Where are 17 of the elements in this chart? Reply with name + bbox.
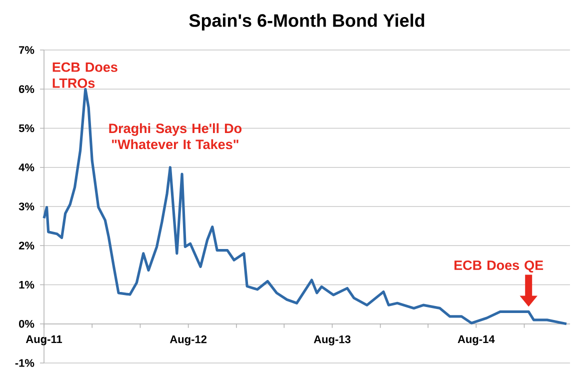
x-tick-label: Aug-11 [26, 335, 62, 346]
y-tick-label: 1% [19, 280, 34, 289]
x-tick-label: Aug-14 [458, 335, 495, 346]
y-tick-label: 0% [19, 320, 34, 328]
y-tick-label: -1% [15, 359, 34, 367]
chart-title: Spain's 6-Month Bond Yield [189, 14, 424, 30]
y-tick-label: 2% [18, 242, 34, 250]
x-tick-label: Aug-12 [170, 335, 207, 346]
annotation: Draghi Says He'll Do "Whatever It Takes" [109, 123, 242, 150]
y-tick-label: 3% [18, 202, 34, 210]
x-tick-label: Aug-13 [314, 335, 350, 346]
annotation: ECB Does LTROs [52, 62, 118, 88]
y-tick-label: 6% [18, 85, 34, 94]
y-tick-label: 7% [19, 46, 34, 54]
annotation: ECB Does QE [454, 260, 544, 273]
y-tick-label: 5% [18, 124, 34, 132]
y-tick-label: 4% [18, 164, 34, 172]
